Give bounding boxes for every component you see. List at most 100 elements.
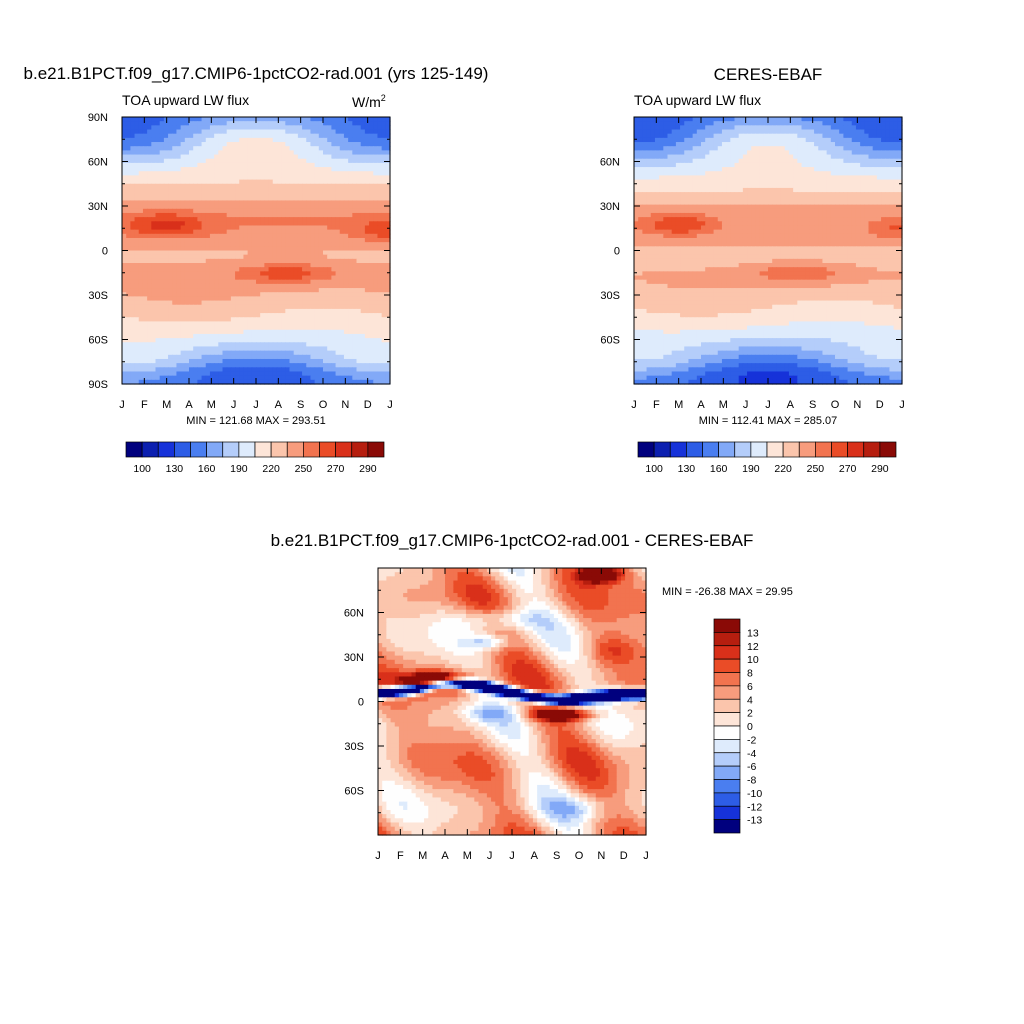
panel-model-cell bbox=[172, 350, 178, 356]
panel-obs-cell bbox=[659, 117, 664, 122]
panel-model-cell bbox=[222, 187, 228, 193]
panel-obs-cell bbox=[897, 125, 903, 131]
panel-model-cell bbox=[147, 308, 152, 314]
panel-model-cell bbox=[310, 279, 316, 285]
panel-model-cell bbox=[314, 296, 320, 302]
panel-model-cell bbox=[205, 300, 211, 306]
panel-model-cell bbox=[130, 200, 136, 206]
panel-model-cell bbox=[352, 142, 358, 147]
panel-model-colorbar: 100 130 160 190 220 250 270 290 bbox=[125, 441, 385, 475]
panel-model-cell bbox=[348, 121, 353, 126]
panel-model-cell bbox=[331, 263, 337, 268]
panel-model-cell bbox=[285, 142, 291, 147]
panel-model-cell bbox=[247, 129, 253, 135]
panel-model-cell bbox=[239, 121, 245, 126]
panel-obs-cell bbox=[889, 117, 895, 122]
panel-model-cell bbox=[264, 237, 270, 243]
panel-model-cell bbox=[272, 358, 278, 364]
panel-model-cell bbox=[276, 300, 282, 306]
panel-model-cell bbox=[239, 225, 245, 231]
panel-obs-cell bbox=[809, 137, 815, 143]
panel-model-cell bbox=[251, 129, 257, 135]
panel-model-cell bbox=[122, 350, 127, 356]
panel-model-cell bbox=[184, 129, 190, 135]
panel-model-y-tick-label: 90S bbox=[88, 379, 108, 391]
panel-model-cell bbox=[138, 137, 144, 143]
panel-model-cell bbox=[335, 308, 341, 314]
panel-model-cell bbox=[201, 313, 207, 318]
panel-obs-cell bbox=[742, 158, 748, 164]
panel-model-cell bbox=[356, 292, 362, 297]
panel-model-cell bbox=[130, 246, 136, 252]
panel-model-cell bbox=[147, 162, 152, 168]
panel-model-cell bbox=[184, 175, 190, 181]
panel-model-cell bbox=[339, 363, 345, 368]
panel-model-cell bbox=[138, 179, 144, 185]
panel-model-cell bbox=[151, 296, 157, 302]
panel-model-cell bbox=[297, 333, 303, 339]
panel-model-cell bbox=[197, 308, 203, 314]
panel-model-cell bbox=[264, 171, 270, 176]
panel-model-cell bbox=[189, 154, 194, 160]
panel-model-cell bbox=[276, 263, 282, 268]
panel-model-cell bbox=[239, 204, 245, 210]
panel-model-cell bbox=[302, 175, 307, 181]
panel-model-cell bbox=[214, 338, 219, 343]
panel-model-cell bbox=[281, 229, 286, 235]
panel-model-cell bbox=[297, 196, 303, 202]
panel-obs-cell bbox=[709, 137, 715, 143]
panel-model-cell bbox=[226, 358, 232, 364]
panel-model-cell bbox=[377, 354, 383, 360]
panel-model-cell bbox=[318, 204, 324, 210]
panel-model-cell bbox=[138, 279, 144, 285]
panel-model-cell bbox=[247, 333, 253, 339]
panel-model-cell bbox=[260, 371, 265, 377]
panel-obs-cell bbox=[646, 150, 652, 156]
panel-obs-cell bbox=[755, 154, 761, 160]
panel-model-cell bbox=[260, 117, 265, 122]
panel-model-cell bbox=[331, 225, 337, 231]
panel-model-cell bbox=[297, 204, 303, 210]
panel-model-cell bbox=[159, 254, 165, 260]
panel-model-cell bbox=[285, 363, 291, 368]
panel-model-cell bbox=[260, 329, 265, 335]
panel-model-cell bbox=[239, 329, 245, 335]
panel-model-cell bbox=[272, 142, 278, 147]
panel-model-cell bbox=[339, 208, 345, 214]
panel-model-cell bbox=[214, 158, 219, 164]
panel-model-cell bbox=[222, 375, 228, 381]
panel-model-cell bbox=[209, 333, 215, 339]
panel-model-cell bbox=[256, 275, 261, 281]
panel-model-cell bbox=[222, 267, 228, 272]
panel-model-cell bbox=[147, 250, 152, 256]
panel-model-cell bbox=[369, 212, 374, 218]
panel-model-cell bbox=[310, 142, 316, 147]
panel-model-cell bbox=[377, 325, 383, 331]
panel-model-cell bbox=[335, 254, 341, 260]
panel-model-cell bbox=[189, 129, 194, 135]
panel-model-cell bbox=[189, 121, 194, 126]
panel-model-cell bbox=[306, 167, 312, 172]
panel-model-cell bbox=[343, 263, 349, 268]
panel-model-cell bbox=[147, 338, 152, 343]
panel-model-cell bbox=[189, 158, 194, 164]
panel-model-cell bbox=[180, 354, 186, 360]
panel-model-cell bbox=[247, 371, 253, 377]
panel-model-cell bbox=[222, 263, 228, 268]
panel-obs-cell bbox=[818, 121, 824, 126]
panel-model-cell bbox=[151, 146, 157, 151]
panel-model-cell bbox=[134, 346, 140, 352]
panel-model-cell bbox=[134, 300, 140, 306]
panel-model-cell bbox=[352, 371, 358, 377]
panel-model-cell bbox=[272, 363, 278, 368]
panel-model-cell bbox=[306, 125, 312, 131]
panel-model-cell bbox=[230, 308, 236, 314]
panel-model-cell bbox=[369, 325, 374, 331]
panel-model-cell bbox=[218, 167, 224, 172]
panel-model-cell bbox=[327, 175, 332, 181]
panel-model-cell bbox=[343, 283, 349, 289]
panel-model-cell bbox=[201, 288, 207, 293]
panel-model-cell bbox=[335, 246, 341, 252]
panel-model-cell bbox=[176, 229, 182, 235]
panel-model-cell bbox=[147, 267, 152, 272]
